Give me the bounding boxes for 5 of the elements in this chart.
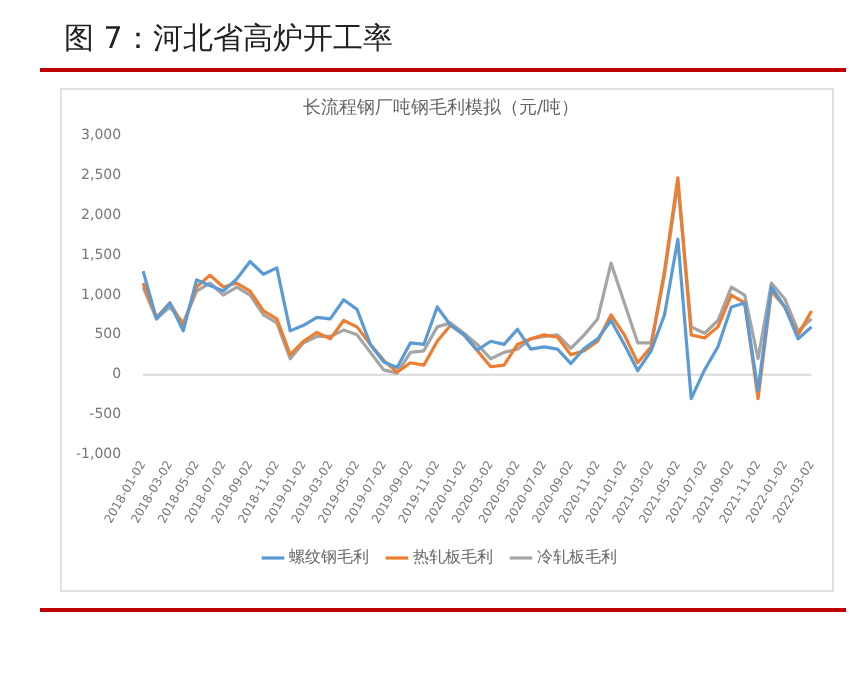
chart-title: 图 7：河北省高炉开工率 — [62, 18, 395, 60]
chart-subtitle: 长流程钢厂吨钢毛利模拟（元/吨） — [302, 97, 580, 120]
legend-label: 冷轧板毛利 — [537, 548, 617, 567]
legend-label: 热轧板毛利 — [413, 548, 493, 567]
legend-label: 螺纹钢毛利 — [289, 548, 369, 567]
